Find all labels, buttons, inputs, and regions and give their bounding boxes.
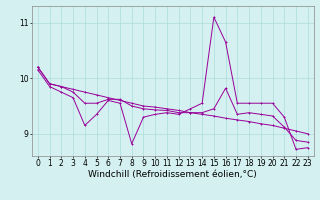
X-axis label: Windchill (Refroidissement éolien,°C): Windchill (Refroidissement éolien,°C) xyxy=(88,170,257,179)
